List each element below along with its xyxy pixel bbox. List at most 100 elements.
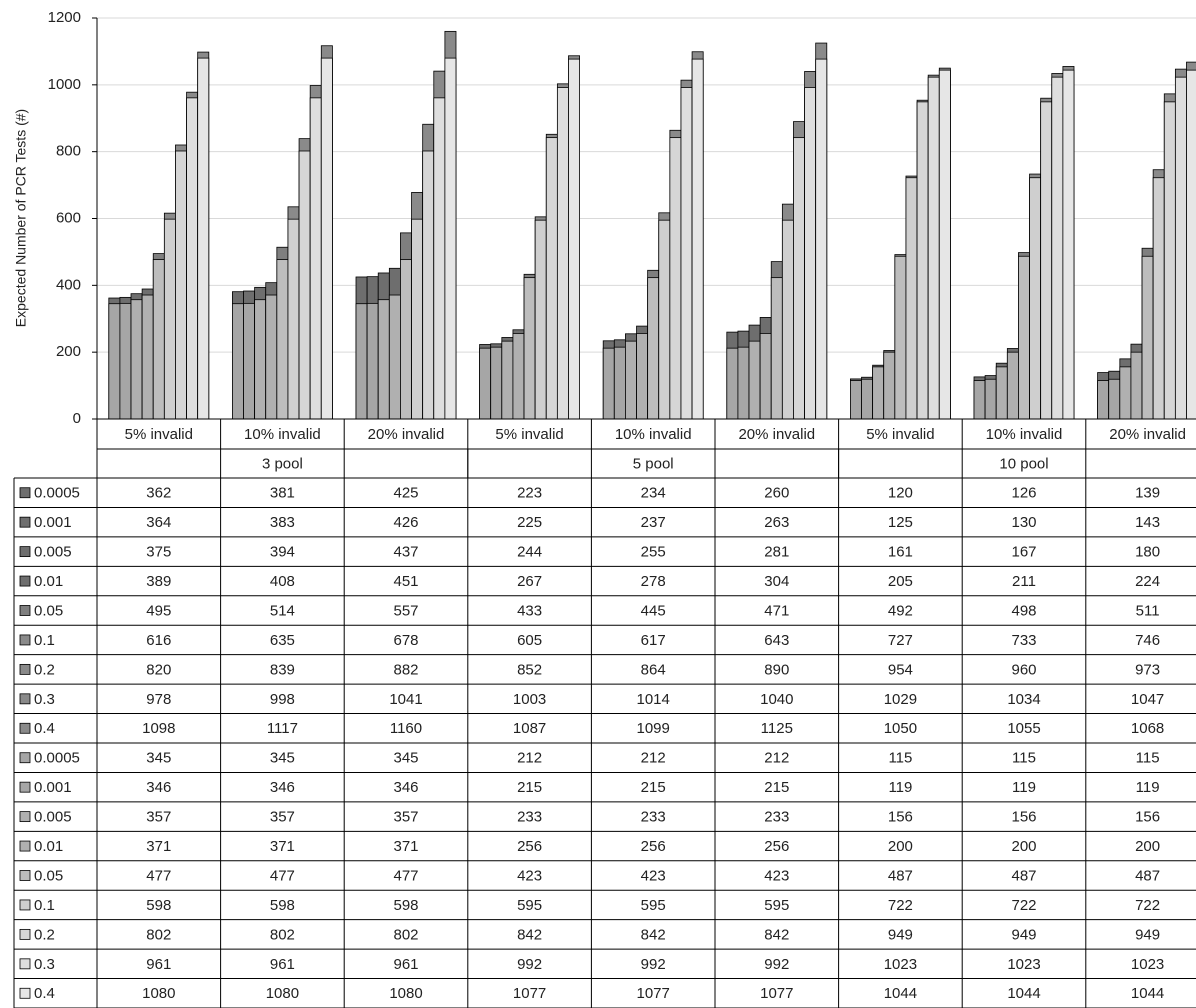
bar (411, 218, 424, 420)
x-tick-label: 20% invalid (368, 426, 445, 443)
table-value: 433 (517, 602, 542, 619)
table-value: 722 (888, 897, 913, 914)
bar (973, 380, 986, 420)
table-value: 1077 (637, 985, 670, 1002)
table-value: 224 (1135, 573, 1160, 590)
table-value: 120 (888, 485, 913, 502)
group-label: 3 pool (262, 455, 303, 472)
table-value: 115 (1136, 750, 1160, 767)
table-value: 1080 (142, 985, 175, 1002)
table-value: 212 (641, 750, 666, 767)
legend-swatch (19, 722, 31, 734)
bar (119, 302, 132, 420)
table-value: 371 (393, 838, 418, 855)
table-value: 498 (1011, 602, 1036, 619)
table-value: 425 (393, 485, 418, 502)
table-value: 234 (641, 485, 666, 502)
table-value: 1080 (266, 985, 299, 1002)
bar (568, 58, 581, 420)
table-value: 557 (393, 602, 418, 619)
table-value: 1068 (1131, 720, 1164, 737)
table-value: 233 (517, 809, 542, 826)
table-value: 727 (888, 632, 913, 649)
y-tick-label: 600 (56, 209, 81, 226)
table-value: 1099 (637, 720, 670, 737)
table-value: 960 (1011, 661, 1036, 678)
table-value: 267 (517, 573, 542, 590)
bar (680, 87, 693, 420)
x-tick-label: 20% invalid (738, 426, 815, 443)
legend-label: 0.01 (34, 838, 63, 855)
table-value: 643 (764, 632, 789, 649)
bar (883, 351, 896, 420)
bar (523, 277, 536, 420)
bar (1018, 255, 1030, 420)
table-value: 616 (146, 632, 171, 649)
table-value: 1014 (637, 691, 670, 708)
table-value: 357 (270, 809, 295, 826)
legend-label: 0.0005 (34, 750, 80, 767)
bar (1152, 177, 1165, 420)
table-value: 115 (888, 750, 912, 767)
table-value: 1029 (884, 691, 917, 708)
table-value: 882 (393, 661, 418, 678)
table-value: 200 (1135, 838, 1160, 855)
table-value: 842 (764, 926, 789, 943)
table-value: 1044 (1131, 985, 1164, 1002)
bar (186, 97, 199, 420)
bar (770, 277, 783, 420)
table-value: 125 (888, 514, 913, 531)
table-value: 954 (888, 661, 913, 678)
legend-swatch (19, 663, 31, 675)
legend-swatch (19, 693, 31, 705)
table-value: 256 (764, 838, 789, 855)
legend-label: 0.005 (34, 544, 72, 561)
table-value: 394 (270, 544, 295, 561)
legend-label: 0.2 (34, 926, 55, 943)
table-value: 842 (641, 926, 666, 943)
table-value: 281 (764, 544, 789, 561)
bar (658, 219, 671, 420)
table-value: 949 (1011, 926, 1036, 943)
table-value: 156 (1011, 809, 1036, 826)
bar (254, 299, 267, 420)
table-value: 225 (517, 514, 542, 531)
table-value: 514 (270, 602, 295, 619)
table-value: 1080 (389, 985, 422, 1002)
table-value: 244 (517, 544, 542, 561)
table-value: 126 (1011, 485, 1036, 502)
bar (759, 333, 772, 420)
x-tick-label: 5% invalid (125, 426, 193, 443)
bar (984, 378, 997, 420)
table-value: 211 (1012, 573, 1036, 590)
y-tick-label: 400 (56, 276, 81, 293)
legend-swatch (19, 899, 31, 911)
table-value: 1125 (761, 720, 793, 737)
table-value: 1055 (1007, 720, 1040, 737)
bar (1108, 378, 1121, 420)
table-value: 961 (270, 956, 295, 973)
bar (377, 299, 390, 420)
x-tick-label: 5% invalid (495, 426, 563, 443)
table-value: 1160 (390, 720, 422, 737)
bar (276, 259, 289, 420)
table-value: 1098 (142, 720, 175, 737)
legend-label: 0.05 (34, 867, 63, 884)
table-value: 115 (1012, 750, 1036, 767)
bar (501, 340, 514, 420)
table-value: 1044 (1007, 985, 1040, 1002)
bar (1097, 380, 1110, 420)
x-tick-label: 10% invalid (615, 426, 692, 443)
table-value: 1041 (389, 691, 422, 708)
table-value: 381 (270, 485, 295, 502)
table-value: 1077 (760, 985, 793, 1002)
bar (1029, 177, 1042, 420)
bar (534, 219, 547, 420)
bar (422, 150, 435, 420)
bar (1006, 351, 1019, 420)
legend-swatch (19, 840, 31, 852)
table-value: 161 (888, 544, 913, 561)
legend-swatch (19, 987, 31, 999)
table-value: 200 (1011, 838, 1036, 855)
legend-swatch (19, 781, 31, 793)
